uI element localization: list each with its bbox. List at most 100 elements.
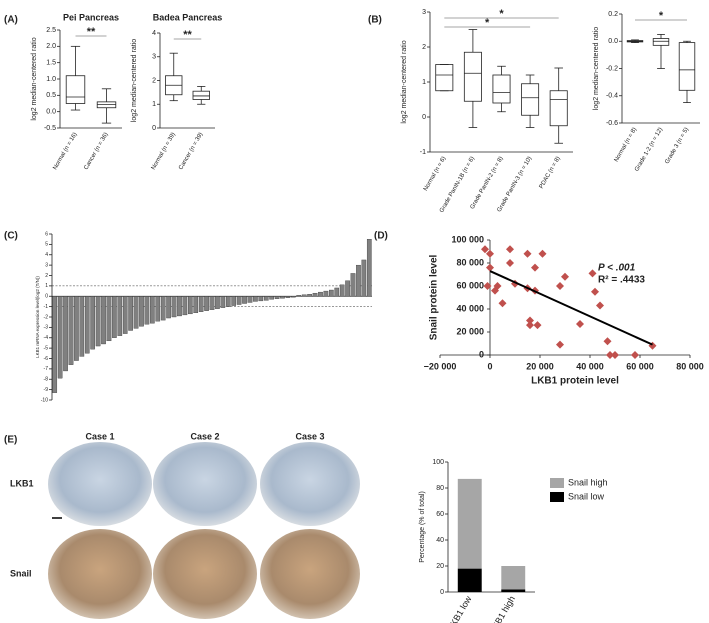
bar <box>128 296 133 331</box>
point <box>538 249 547 258</box>
significance-mark: ** <box>183 29 192 41</box>
bar <box>312 292 318 297</box>
bar <box>285 296 291 298</box>
y-tick-label: 80 000 <box>456 257 484 267</box>
box <box>678 42 696 91</box>
bar <box>350 273 356 297</box>
x-tick-label: Grade 3 (n = 5) <box>664 127 690 165</box>
bar <box>215 296 220 309</box>
y-tick-label: -1 <box>44 304 49 310</box>
x-tick-label: Grade 1-2 (n = 12) <box>634 127 664 173</box>
point <box>556 340 564 349</box>
y-tick-label: 2 <box>45 273 48 279</box>
y-tick-label: -0.6 <box>606 120 618 127</box>
annotation: P < .001 <box>598 263 636 274</box>
bar <box>182 296 188 316</box>
x-tick-label: 60 000 <box>626 361 654 371</box>
bar-segment <box>501 589 526 592</box>
panel-label: (D) <box>374 231 388 242</box>
bar <box>122 296 128 334</box>
bar <box>177 296 182 317</box>
row-label: LKB1 <box>10 478 34 488</box>
significance-mark: * <box>485 17 490 29</box>
y-tick-label: 5 <box>45 242 48 248</box>
panel-label: (B) <box>368 15 382 26</box>
point <box>526 321 534 330</box>
y-tick-label: 4 <box>45 252 48 258</box>
legend-label: Snail low <box>568 491 605 501</box>
bar <box>263 296 269 301</box>
box <box>435 64 454 92</box>
bar <box>52 296 58 393</box>
box <box>492 74 511 104</box>
y-tick-label: -9 <box>44 387 49 393</box>
tissue-image <box>260 529 360 619</box>
point <box>481 245 489 254</box>
y-tick-label: 0 <box>440 589 444 596</box>
y-tick-label: -3 <box>44 325 49 331</box>
tissue-images <box>48 442 360 619</box>
y-tick-label: 100 000 <box>451 234 484 244</box>
x-tick-label: LKB1 low <box>446 594 474 623</box>
point <box>493 282 502 290</box>
point <box>486 263 494 272</box>
y-tick-label: 2.5 <box>46 27 56 34</box>
bar-segment <box>501 566 526 590</box>
point <box>531 263 539 272</box>
y-axis-label: log2 median-centered ratio <box>593 27 600 110</box>
point <box>588 269 597 278</box>
bar <box>106 296 112 342</box>
y-tick-label: 3 <box>422 9 426 16</box>
bar <box>74 296 79 361</box>
tissue-image <box>260 442 360 526</box>
bar <box>171 296 177 318</box>
bar <box>318 291 323 297</box>
y-tick-label: 0 <box>422 114 426 121</box>
bar <box>280 296 285 299</box>
y-tick-label: 40 <box>436 537 444 544</box>
significance-mark: ** <box>87 26 96 38</box>
y-tick-label: 100 <box>432 459 444 466</box>
point <box>506 259 514 267</box>
bar <box>160 296 166 321</box>
x-tick-label: 20 000 <box>526 361 554 371</box>
panel-label: (E) <box>4 435 17 446</box>
bar <box>209 296 215 310</box>
box <box>192 90 210 100</box>
y-tick-label: 4 <box>152 30 156 37</box>
y-tick-label: -4 <box>44 335 49 341</box>
bar <box>112 296 117 338</box>
y-tick-label: 1.0 <box>46 76 56 83</box>
point <box>556 282 564 290</box>
y-tick-label: -0.5 <box>44 125 56 132</box>
y-axis-label: log2 median-centered ratio <box>131 39 138 122</box>
box <box>652 38 670 46</box>
y-tick-label: 2 <box>152 77 156 84</box>
legend-swatch <box>550 492 564 502</box>
column-label: Case 2 <box>190 431 219 441</box>
bar <box>231 296 237 306</box>
y-tick-label: 1 <box>422 79 426 86</box>
bar <box>307 294 312 297</box>
bar <box>329 289 334 297</box>
column-label: Case 3 <box>295 431 324 441</box>
box <box>521 83 540 116</box>
bar <box>101 296 106 345</box>
y-tick-label: 0.0 <box>46 109 56 116</box>
point <box>631 351 639 359</box>
point <box>533 321 542 330</box>
bar-segment <box>457 478 482 569</box>
y-tick-label: 0.5 <box>46 92 56 99</box>
bar <box>193 296 199 314</box>
bar <box>68 296 74 365</box>
y-tick-label: 0 <box>152 125 156 132</box>
y-axis-label: Percentage (% of total) <box>419 491 426 563</box>
panel-label: (A) <box>4 15 18 26</box>
y-tick-label: 1 <box>45 283 48 289</box>
point <box>506 245 514 254</box>
bar <box>95 296 101 347</box>
bar <box>345 280 350 297</box>
bar <box>253 296 258 302</box>
y-tick-label: -6 <box>44 356 49 362</box>
